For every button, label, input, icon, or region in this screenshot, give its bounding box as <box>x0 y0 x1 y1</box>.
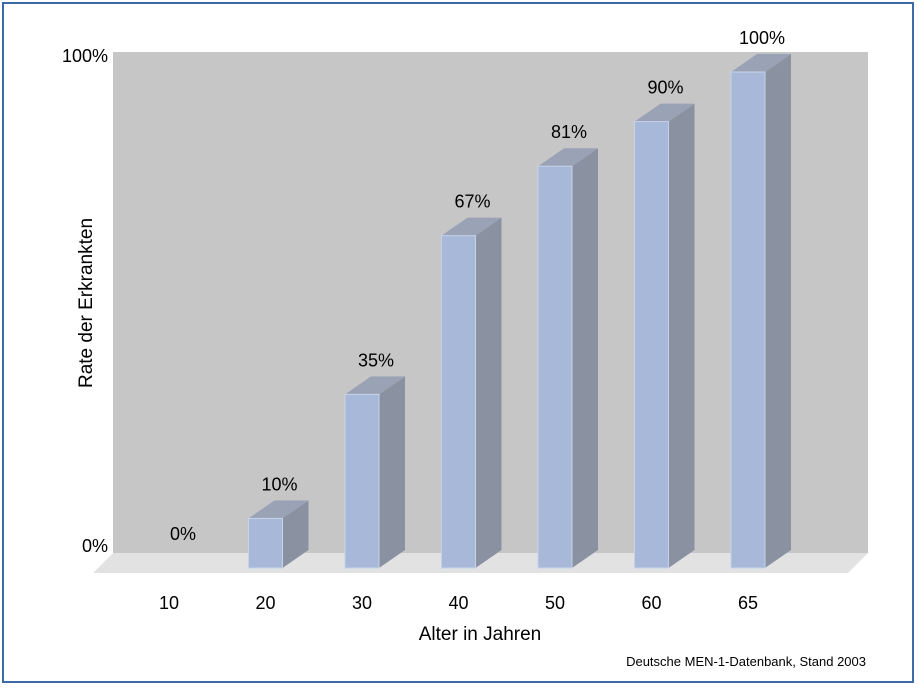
data-label-20: 10% <box>261 474 297 494</box>
data-label-65: 100% <box>739 28 785 48</box>
x-tick-label-30: 30 <box>352 593 372 613</box>
x-tick-label-40: 40 <box>448 593 468 613</box>
x-tick-label-10: 10 <box>159 593 179 613</box>
bar-side-65 <box>765 54 791 568</box>
bars-group <box>248 54 791 569</box>
data-label-30: 35% <box>358 350 394 370</box>
bar-top-65 <box>731 54 791 72</box>
x-tick-labels-group: 10 20 30 40 50 60 65 <box>159 593 758 613</box>
x-axis-title: Alter in Jahren <box>419 624 542 645</box>
y-tick-label-top: 100% <box>62 46 108 66</box>
x-tick-label-20: 20 <box>255 593 275 613</box>
bar-top-40 <box>441 217 502 236</box>
bar-20 <box>248 517 283 569</box>
bar-50 <box>537 165 573 569</box>
bar-top-60 <box>634 103 695 122</box>
bar-40 <box>441 235 476 569</box>
bar-side-50 <box>572 148 598 569</box>
source-note: Deutsche MEN-1-Datenbank, Stand 2003 <box>626 654 866 669</box>
bar-top-20 <box>248 500 309 519</box>
data-label-50: 81% <box>551 122 587 142</box>
bar-side-20 <box>282 500 309 568</box>
x-tick-label-60: 60 <box>641 593 661 613</box>
bar-top-30 <box>345 376 405 395</box>
bar-60 <box>634 121 669 569</box>
x-tick-label-65: 65 <box>738 593 758 613</box>
bar-side-60 <box>668 103 695 568</box>
data-labels-group: 0% 10% 35% 67% 81% 90% 100% <box>170 28 785 544</box>
y-tick-label-bottom: 0% <box>82 536 108 556</box>
y-axis-title: Rate der Erkrankten <box>76 218 97 388</box>
bar-top-50 <box>538 148 598 167</box>
x-tick-label-50: 50 <box>545 593 565 613</box>
bar-side-30 <box>379 376 405 568</box>
data-label-10: 0% <box>170 524 196 544</box>
bar-side-40 <box>475 217 502 568</box>
bar-65 <box>730 71 766 569</box>
data-label-60: 90% <box>647 78 683 98</box>
data-label-40: 67% <box>454 192 490 212</box>
bar-30 <box>344 393 380 569</box>
